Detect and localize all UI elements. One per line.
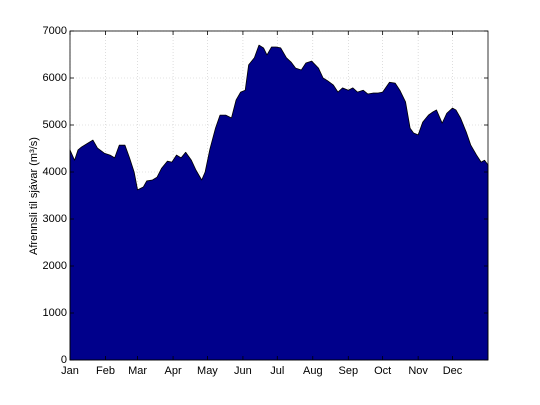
x-tick-label: Oct bbox=[374, 365, 391, 377]
x-tick-label: Jul bbox=[270, 365, 284, 377]
x-tick-label: May bbox=[197, 365, 218, 377]
x-tick-label: Jan bbox=[61, 365, 79, 377]
x-tick-label: Aug bbox=[303, 365, 323, 377]
y-axis-label: Afrennsli til sjávar (m³/s) bbox=[28, 137, 40, 255]
y-tick-label: 7000 bbox=[43, 25, 67, 37]
axes-box bbox=[69, 30, 489, 361]
x-tick-label: Jun bbox=[234, 365, 252, 377]
y-tick-label: 0 bbox=[61, 354, 67, 366]
x-tick-label: Sep bbox=[338, 365, 358, 377]
area bbox=[69, 44, 489, 361]
y-tick-label: 1000 bbox=[43, 307, 67, 319]
y-tick-label: 5000 bbox=[43, 119, 67, 131]
x-tick-label: Apr bbox=[165, 365, 182, 377]
x-tick-label: Mar bbox=[128, 365, 147, 377]
x-tick-label: Feb bbox=[96, 365, 115, 377]
y-tick-label: 4000 bbox=[43, 166, 67, 178]
y-tick-label: 3000 bbox=[43, 213, 67, 225]
x-tick-label: Dec bbox=[443, 365, 463, 377]
y-tick-label: 2000 bbox=[43, 260, 67, 272]
x-tick-label: Nov bbox=[408, 365, 428, 377]
y-tick-label: 6000 bbox=[43, 72, 67, 84]
